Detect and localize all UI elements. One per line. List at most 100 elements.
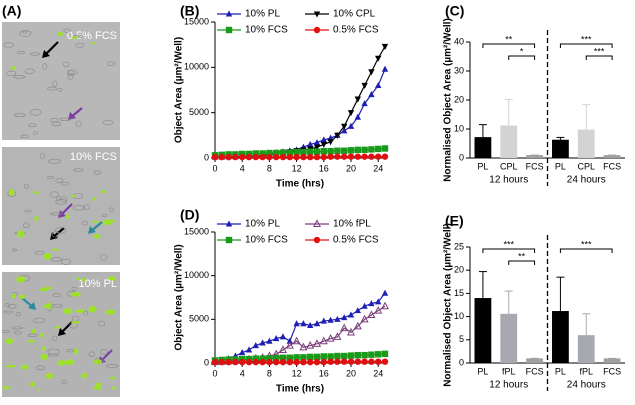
cell-fluorescent [92,197,97,201]
x-tick-label: PL [555,366,566,376]
cell-fluorescent [43,304,49,308]
legend-label: 10% FCS [245,25,288,36]
significance-bracket [559,248,613,253]
point [375,145,382,153]
point [293,153,300,161]
cell-outline [24,183,29,189]
cell-fluorescent [101,189,107,194]
cell-outline [21,30,28,34]
significance-bracket [482,43,536,48]
point [347,147,355,154]
arrows [21,41,113,364]
point [273,358,280,366]
point [374,306,383,314]
cell-outline [22,222,30,229]
cell-outline [29,52,41,56]
y-tick-label: 40 [454,36,464,46]
cell-outline [71,287,77,291]
cell-fluorescent [54,326,61,329]
point [327,316,334,323]
point [361,82,368,89]
cell-fluorescent [93,233,101,239]
point [252,153,259,161]
point [334,315,341,322]
point [341,352,348,360]
x-tick-label: 8 [267,368,272,378]
point [353,321,362,330]
cell-outline [73,168,84,172]
point [307,140,314,147]
y-tick-label: 10000 [184,62,209,72]
panel-label: (A) [2,3,21,19]
panel-label: (D) [180,207,199,223]
point [319,336,328,345]
cell-outline [55,178,64,183]
cell-fluorescent [63,308,73,314]
point [320,153,327,161]
point [346,327,356,336]
point [286,337,293,344]
point [313,320,321,327]
series-line [215,46,386,158]
cell-fluorescent [95,382,102,388]
point [375,81,382,89]
point [259,355,266,362]
cell-outline [55,227,67,234]
cell-outline [106,364,119,368]
cell-fluorescent [20,364,29,370]
cell-fluorescent [45,302,52,310]
significance-bracket [559,43,613,48]
point [334,358,341,365]
significance-label: ** [505,34,513,44]
point [341,358,348,365]
significance-bracket [585,55,613,60]
point [341,123,348,130]
cell-fluorescent [76,277,80,281]
point [334,132,341,139]
group-label: 24 hours [567,380,606,391]
point [361,153,368,160]
legend-label: 10% CPL [333,9,376,20]
point [347,153,355,160]
point [361,351,368,359]
cell-fluorescent [57,31,63,37]
cell-fluorescent [81,373,88,379]
y-tick-label: 0 [204,357,209,367]
x-tick-label: FCS [603,366,621,376]
point [259,358,266,366]
cell-outline [30,109,42,116]
bar [500,313,518,363]
point [279,153,287,161]
point [354,358,361,365]
x-tick-label: PL [477,366,488,376]
point [320,317,327,324]
point [320,353,327,360]
cell-outline [49,191,59,198]
point [334,352,341,360]
point [367,310,376,319]
bar [474,298,492,363]
cell-fluorescent [26,340,35,343]
significance-bracket [508,260,536,265]
legend-label: 0.5% FCS [333,25,379,36]
x-tick-label: 12 [292,163,302,173]
point [211,153,219,161]
point [286,354,293,361]
point [326,333,335,342]
point [313,144,321,151]
point [347,122,355,129]
x-tick-label: 20 [346,163,356,173]
point [354,113,361,120]
cell-outline [28,333,38,338]
point [368,153,375,160]
cell-outline [107,61,116,67]
point [341,153,348,160]
cell-fluorescent [42,346,46,351]
point [347,311,355,318]
cell-fluorescent [39,288,48,292]
cell-outline [36,365,45,371]
significance-label: *** [594,46,605,56]
y-tick-label: 15 [454,288,464,298]
cell-outline [50,212,63,216]
cell-fluorescent [19,294,25,299]
